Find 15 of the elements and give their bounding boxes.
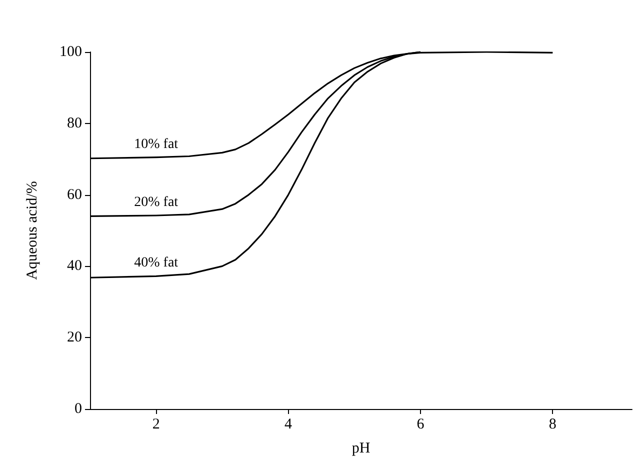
series-label: 10% fat — [134, 136, 178, 152]
series-label: 20% fat — [134, 195, 178, 210]
y-axis-title: Aqueous acid/% — [24, 181, 40, 280]
x-tick-label: 6 — [416, 416, 425, 432]
x-axis-title: pH — [352, 440, 370, 456]
y-tick-label: 100 — [60, 44, 82, 60]
x-tick-label: 4 — [284, 416, 293, 432]
x-tick-label: 2 — [152, 416, 160, 432]
x-tick-label: 8 — [548, 416, 556, 432]
series-label: 40% fat — [134, 256, 178, 271]
y-tick-label: 0 — [74, 401, 82, 417]
y-tick-label: 80 — [67, 115, 82, 132]
y-tick-label: 40 — [67, 258, 82, 274]
y-tick-label: 60 — [67, 186, 82, 203]
y-tick-label: 20 — [67, 330, 82, 346]
